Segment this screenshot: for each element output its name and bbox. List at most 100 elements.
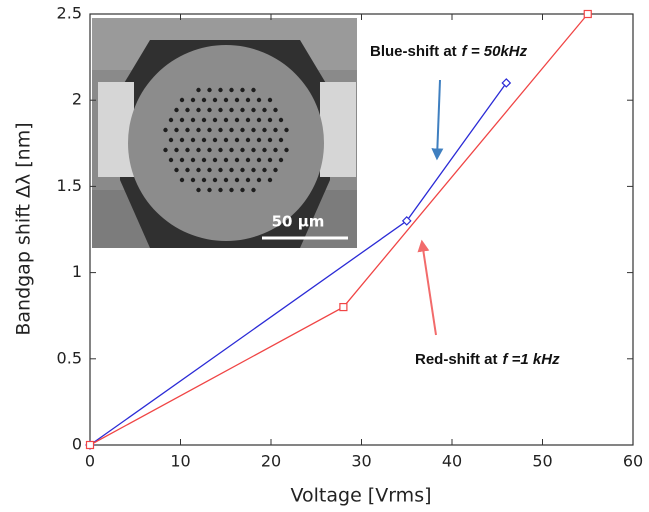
inset-hole: [234, 137, 240, 143]
point: [401, 216, 412, 226]
inset-hole: [284, 127, 289, 133]
x-tick-label: 30: [351, 452, 371, 471]
inset-hole: [201, 117, 207, 123]
inset-hole: [273, 127, 278, 133]
annotation-arrow: [431, 79, 444, 161]
annotation-text: Blue-shift at: [370, 43, 457, 60]
inset-hole: [267, 177, 273, 183]
inset-hole: [218, 167, 223, 173]
inset-hole: [168, 157, 174, 163]
inset-hole: [218, 107, 223, 113]
annotation-arrow: [417, 239, 437, 336]
inset-hole: [179, 97, 185, 103]
inset-hole: [256, 137, 262, 143]
annotation: Blue-shift at f = 50kHz: [370, 43, 528, 60]
inset-hole: [234, 157, 240, 163]
x-tick-label: 10: [170, 452, 190, 471]
inset-hole: [190, 117, 196, 123]
point: [501, 78, 512, 88]
point: [339, 302, 348, 312]
y-tick-label: 1: [72, 262, 82, 281]
inset-hole: [229, 187, 234, 193]
inset-hole: [207, 187, 212, 193]
inset-hole: [273, 107, 278, 113]
inset-hole: [218, 127, 223, 133]
inset-hole: [240, 147, 245, 153]
inset-hole: [229, 127, 234, 133]
inset-scale-label: 50 μm: [272, 213, 325, 231]
inset-hole: [245, 137, 251, 143]
inset-hole: [174, 107, 179, 113]
inset-hole: [240, 187, 245, 193]
inset-hole: [179, 157, 185, 163]
point: [583, 9, 592, 19]
annotation-variable: f = 50kHz: [462, 43, 528, 60]
inset-hole: [190, 157, 196, 163]
inset-hole: [207, 107, 212, 113]
inset-hole: [196, 87, 201, 93]
inset-hole: [284, 147, 289, 153]
inset-hole: [229, 107, 234, 113]
inset-hole: [207, 147, 212, 153]
inset-hole: [179, 177, 185, 183]
inset-hole: [212, 97, 218, 103]
inset-hole: [267, 117, 273, 123]
inset-hole: [212, 117, 218, 123]
inset-hole: [163, 127, 168, 133]
inset-hole: [251, 147, 256, 153]
inset-hole: [207, 167, 212, 173]
inset-hole: [212, 157, 218, 163]
inset-hole: [190, 137, 196, 143]
x-axis-label: Voltage [Vrms]: [290, 485, 431, 507]
inset-hole: [262, 147, 267, 153]
inset-hole: [273, 147, 278, 153]
point: [85, 440, 95, 450]
inset-hole: [256, 97, 262, 103]
inset-hole: [179, 137, 185, 143]
y-tick-label: 0.5: [57, 348, 82, 367]
y-tick-label: 2.5: [57, 4, 82, 23]
inset-hole: [168, 137, 174, 143]
inset-hole: [223, 137, 229, 143]
inset-hole: [196, 107, 201, 113]
inset-hole: [245, 157, 251, 163]
inset-hole: [251, 107, 256, 113]
x-tick-label: 50: [532, 452, 552, 471]
inset-hole: [179, 117, 185, 123]
inset-hole: [267, 97, 273, 103]
inset-hole: [163, 147, 168, 153]
x-tick-label: 60: [623, 452, 643, 471]
inset-image: [92, 18, 357, 248]
inset-hole: [218, 147, 223, 153]
inset-hole: [229, 87, 234, 93]
inset-hole: [223, 117, 229, 123]
inset-hole: [251, 187, 256, 193]
inset-hole: [174, 147, 179, 153]
inset-hole: [273, 167, 278, 173]
y-axis-label: Bandgap shift Δλ [nm]: [13, 122, 35, 335]
inset-hole: [240, 87, 245, 93]
inset-hole: [267, 137, 273, 143]
inset-hole: [185, 107, 190, 113]
inset-hole: [174, 167, 179, 173]
inset-hole: [212, 177, 218, 183]
annotation-text: Red-shift at: [415, 351, 498, 368]
y-tick-label: 0: [72, 435, 82, 454]
y-tick-label: 1.5: [57, 176, 82, 195]
inset-hole: [218, 187, 223, 193]
inset-hole: [185, 167, 190, 173]
inset-hole: [240, 127, 245, 133]
inset-hole: [278, 117, 284, 123]
inset-hole: [251, 127, 256, 133]
inset-hole: [278, 137, 284, 143]
inset-hole: [223, 157, 229, 163]
inset-hole: [218, 87, 223, 93]
inset-hole: [168, 117, 174, 123]
inset-hole: [245, 177, 251, 183]
inset-hole: [190, 177, 196, 183]
inset-hole: [240, 107, 245, 113]
inset-hole: [240, 167, 245, 173]
inset-hole: [196, 147, 201, 153]
inset-hole: [201, 137, 207, 143]
inset-hole: [196, 187, 201, 193]
